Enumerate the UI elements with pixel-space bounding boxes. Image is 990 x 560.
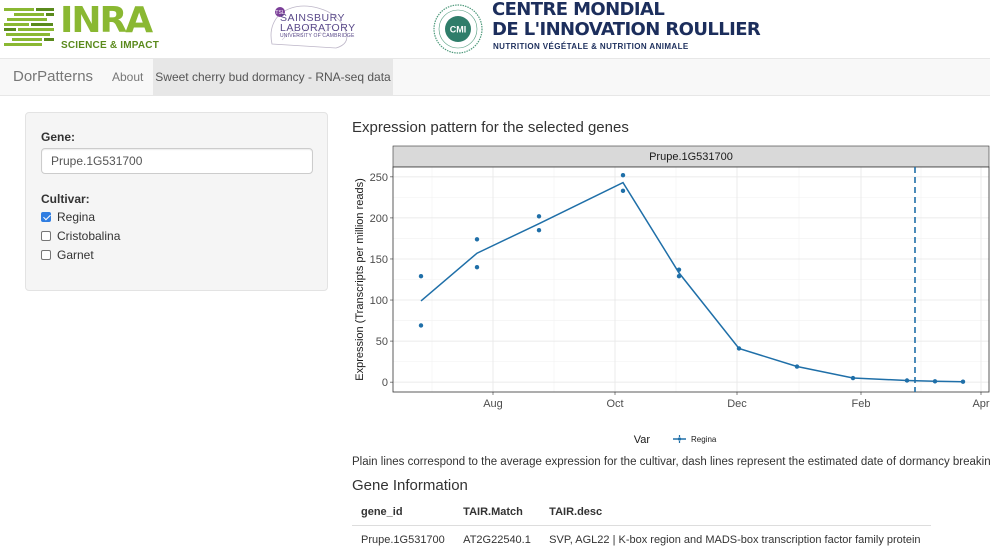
column-header-tair-desc[interactable]: TAIR.desc [540,502,931,526]
column-header-gene-id[interactable]: gene_id [352,502,455,526]
cmi-title-line-2: DE L'INNOVATION ROULLIER [492,19,761,40]
sainsbury-seal-icon: TSL [270,5,348,49]
inra-logo: INRA SCIENCE & IMPACT [2,0,159,52]
x-tick-label: Dec [727,398,747,410]
data-point [850,375,856,381]
cristobalina-checkbox[interactable] [41,231,51,241]
column-header-tair-match[interactable]: TAIR.Match [454,502,541,526]
cmi-title-line-1: CENTRE MONDIAL [492,0,665,20]
table-header-row: gene_id TAIR.Match TAIR.desc [352,502,931,526]
data-point [474,264,480,270]
data-point [418,274,424,279]
gene-info-table: gene_id TAIR.Match TAIR.desc Prupe.1G531… [352,502,931,550]
y-tick-label: 250 [370,172,388,184]
sainsbury-line-2: LABORATORY [280,22,356,34]
y-tick-label: 0 [382,377,388,389]
data-point [794,364,800,369]
y-tick-label: 150 [370,254,388,266]
navbar: DorPatterns About Sweet cherry bud dorma… [0,58,990,96]
table-row: Prupe.1G531700 AT2G22540.1 SVP, AGL22 | … [352,526,931,551]
x-tick-label: Aug [483,398,503,410]
data-point [620,188,626,194]
sainsbury-logo: TSL SAINSBURY LABORATORY UNIVERSITY OF C… [266,4,356,52]
gene-info-title: Gene Information [352,477,468,494]
legend-key-point [677,437,682,441]
y-axis-label: Expression (Transcripts per million read… [354,178,366,381]
plot-note: Plain lines correspond to the average ex… [352,456,990,468]
y-tick-label: 200 [370,213,388,225]
data-point [536,228,542,233]
data-point [904,378,910,383]
inra-wordmark: INRA [60,0,153,41]
data-point [676,267,682,272]
inra-tagline: SCIENCE & IMPACT [61,40,160,51]
table-cell-tair-desc: SVP, AGL22 | K-box region and MADS-box t… [549,534,921,546]
gene-label: Gene: [41,130,76,144]
cultivar-option-label: Garnet [57,248,94,262]
data-point [932,379,938,384]
sidebar-panel: Gene: Cultivar: Regina Cristobalina Garn… [25,112,328,291]
cultivar-label: Cultivar: [41,192,90,206]
data-point [418,323,424,328]
data-point [960,379,966,384]
sainsbury-line-1: SAINSBURY [280,12,345,24]
navbar-brand[interactable]: DorPatterns [13,68,94,85]
data-point [474,237,480,242]
tab-about[interactable]: About [112,70,144,84]
tab-sweet-cherry-rnaseq[interactable]: Sweet cherry bud dormancy - RNA-seq data [153,59,393,96]
cultivar-option-regina[interactable]: Regina [41,209,95,225]
x-tick-label: Oct [606,398,623,410]
data-point [736,346,742,351]
svg-text:TSL: TSL [275,10,284,16]
plot-title: Expression pattern for the selected gene… [352,119,629,136]
cultivar-option-garnet[interactable]: Garnet [41,247,94,263]
y-tick-label: 100 [370,295,388,307]
cultivar-option-label: Regina [57,210,96,224]
table-cell-gene-id: Prupe.1G531700 [361,534,445,546]
logo-banner: INRA SCIENCE & IMPACT TSL SAINSBURY LABO… [0,0,990,58]
x-tick-label: Feb [852,398,871,410]
plot-panel-border [392,166,990,393]
cmi-subtitle: NUTRITION VÉGÉTALE & NUTRITION ANIMALE [493,42,689,51]
gene-input[interactable] [41,148,313,174]
legend-item-label: Regina [691,435,717,444]
garnet-checkbox[interactable] [41,250,51,260]
cmi-badge: CMI [450,25,467,35]
data-point [536,214,542,219]
regina-checkbox[interactable] [41,212,51,222]
cultivar-option-label: Cristobalina [57,229,121,243]
expression-chart: Prupe.1G531700 0 50 100 150 200 250 Aug Oct Dec Fe… [354,145,990,446]
cmi-title: CENTRE MONDIAL DE L'INNOVATION ROULLIER [492,0,761,40]
facet-title: Prupe.1G531700 [649,151,733,163]
sainsbury-line-3: UNIVERSITY OF CAMBRIDGE [280,33,355,39]
cultivar-option-cristobalina[interactable]: Cristobalina [41,228,120,244]
data-point [676,274,682,279]
legend-title: Var [634,434,651,446]
y-tick-label: 50 [376,336,388,348]
cmi-seal-icon: CMI [433,4,483,54]
x-tick-label: Apr [972,398,989,410]
inra-barcode-icon [4,8,54,46]
table-cell-tair-match: AT2G22540.1 [463,534,531,546]
data-point [620,173,626,178]
